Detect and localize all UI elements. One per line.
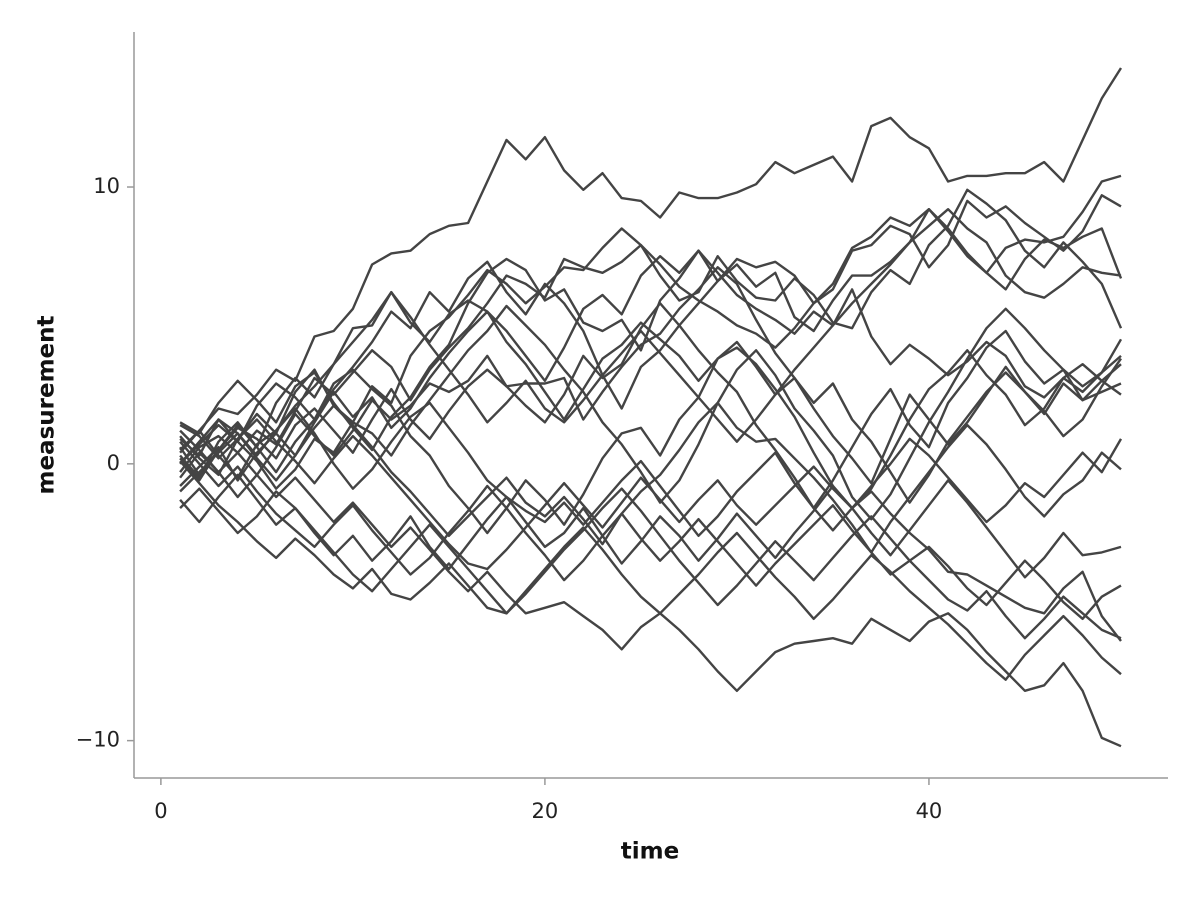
series-line <box>179 418 1122 642</box>
series-line <box>179 429 1122 748</box>
series-line <box>179 401 1122 554</box>
series-line <box>179 487 1122 640</box>
x-tick-label: 20 <box>532 799 559 823</box>
series-line <box>179 67 1123 451</box>
y-tick-label: 10 <box>93 174 120 198</box>
y-tick-label: 0 <box>107 451 120 475</box>
y-tick-label: −10 <box>76 728 120 752</box>
series-line <box>179 310 1122 487</box>
series-line <box>179 440 1122 620</box>
series-line <box>179 174 1122 479</box>
series-line <box>179 460 1122 681</box>
x-tick-label: 40 <box>916 799 943 823</box>
series-line <box>179 208 1123 465</box>
x-tick-label: 0 <box>154 799 167 823</box>
series-line <box>179 346 1122 535</box>
series-line <box>179 473 1122 579</box>
x-axis-title: time <box>621 839 679 865</box>
series-line <box>179 208 1122 465</box>
y-axis-title: measurement <box>34 315 60 494</box>
series-line <box>179 302 1122 510</box>
series-line <box>179 401 1123 537</box>
series-line <box>179 188 1123 473</box>
series-line <box>179 266 1122 504</box>
